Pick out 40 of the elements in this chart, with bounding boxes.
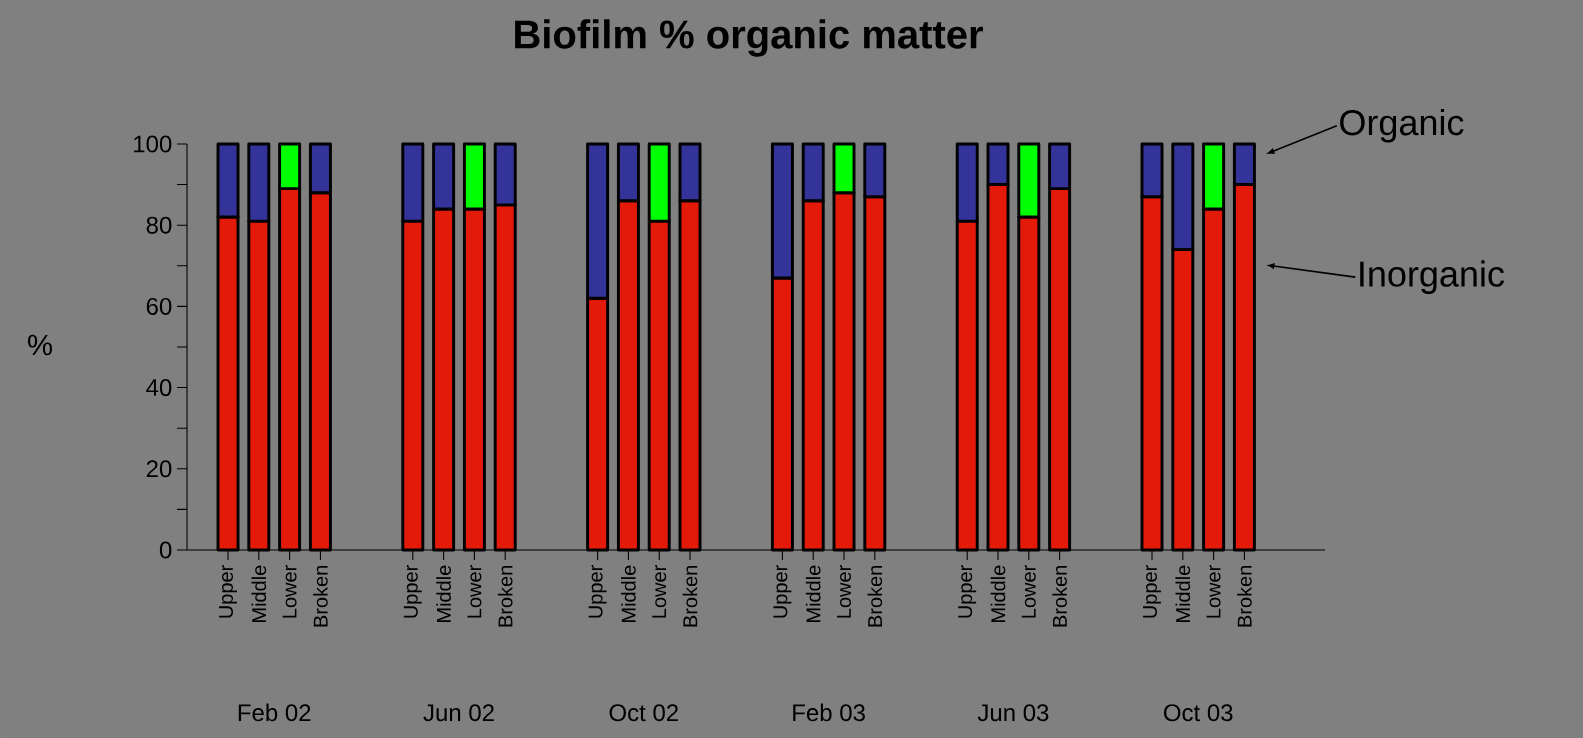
x-tick-label: Upper [219,565,237,618]
y-tick-label: 80 [146,216,172,234]
x-tick-label: Lower [837,565,851,618]
x-tick-label: Upper [958,565,977,618]
x-tick-label: Middle [990,565,1006,622]
x-tick-label: Broken [682,566,698,627]
y-tick-label: 60 [146,297,172,315]
x-tick-label: Broken [497,566,513,627]
x-tick-label: Middle [251,565,267,622]
y-axis-title: % [28,334,53,356]
x-tick-label: Lower [652,565,667,618]
text: Feb 03 [793,703,865,722]
text: Oct 02 [609,704,678,722]
x-tick-label: Broken [1237,566,1252,627]
chart-title: Biofilm % organic matter [515,19,983,57]
legend-label: Organic [1340,108,1464,143]
y-tick-label: 0 [159,541,172,559]
x-tick-label: Lower [1206,565,1221,618]
x-tick-label: Broken [1052,566,1067,627]
x-tick-label: Middle [621,565,636,622]
x-tick-label: Upper [588,565,607,618]
x-tick-label: Lower [467,565,482,618]
y-tick-label: 20 [146,460,172,478]
x-tick-label: Lower [282,565,297,618]
y-tick-label: 40 [146,379,172,397]
x-tick-label: Upper [773,565,792,618]
x-tick-label: Middle [805,565,821,622]
x-tick-label: Middle [1175,565,1191,622]
x-tick-label: Middle [436,565,451,622]
x-tick-label: Upper [403,565,422,618]
x-tick-label: Upper [1143,565,1161,618]
x-tick-label: Lower [1021,565,1036,618]
text: Jun 03 [977,704,1049,722]
text: Oct 03 [1163,704,1233,722]
y-tick-label: 100 [134,135,172,153]
text: Feb 02 [238,703,311,722]
x-tick-label: Broken [867,566,883,627]
text: Jun 02 [423,704,494,722]
legend-label: Inorganic [1360,260,1505,294]
x-tick-label: Broken [313,566,328,627]
